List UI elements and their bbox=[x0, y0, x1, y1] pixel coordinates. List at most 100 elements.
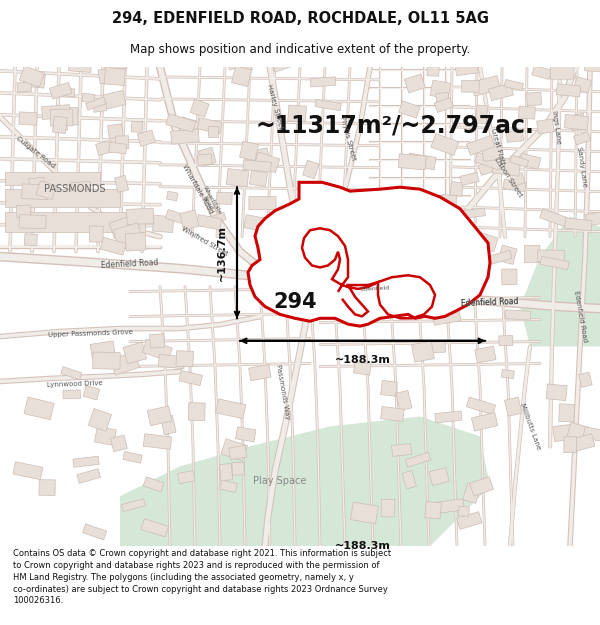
Polygon shape bbox=[109, 216, 134, 239]
Polygon shape bbox=[19, 66, 44, 87]
Polygon shape bbox=[232, 462, 244, 475]
Polygon shape bbox=[50, 109, 73, 126]
Polygon shape bbox=[166, 191, 178, 201]
Polygon shape bbox=[41, 104, 70, 119]
Text: Sandy Lane: Sandy Lane bbox=[576, 146, 588, 188]
Polygon shape bbox=[197, 154, 212, 166]
Polygon shape bbox=[221, 439, 247, 461]
Polygon shape bbox=[208, 126, 218, 138]
Polygon shape bbox=[24, 397, 54, 420]
Polygon shape bbox=[109, 142, 127, 154]
Polygon shape bbox=[546, 384, 567, 401]
Polygon shape bbox=[70, 181, 91, 191]
Polygon shape bbox=[89, 226, 103, 242]
Polygon shape bbox=[102, 91, 126, 109]
Polygon shape bbox=[482, 142, 503, 161]
Polygon shape bbox=[225, 49, 244, 70]
Polygon shape bbox=[110, 435, 127, 452]
Polygon shape bbox=[22, 184, 48, 199]
Polygon shape bbox=[232, 66, 252, 86]
Polygon shape bbox=[436, 499, 464, 514]
Polygon shape bbox=[82, 93, 95, 103]
Polygon shape bbox=[527, 92, 542, 106]
Polygon shape bbox=[406, 452, 431, 468]
Polygon shape bbox=[564, 437, 577, 452]
Polygon shape bbox=[100, 238, 126, 255]
Polygon shape bbox=[435, 198, 449, 215]
Polygon shape bbox=[239, 141, 259, 161]
Polygon shape bbox=[244, 214, 266, 231]
Polygon shape bbox=[550, 66, 574, 79]
Polygon shape bbox=[412, 341, 434, 362]
Polygon shape bbox=[229, 446, 247, 459]
Polygon shape bbox=[243, 160, 271, 172]
Polygon shape bbox=[121, 499, 145, 512]
Polygon shape bbox=[429, 468, 449, 486]
Polygon shape bbox=[254, 152, 280, 173]
Polygon shape bbox=[569, 434, 595, 452]
Polygon shape bbox=[215, 399, 246, 419]
Polygon shape bbox=[29, 177, 45, 189]
Polygon shape bbox=[115, 136, 129, 149]
Polygon shape bbox=[472, 231, 498, 252]
Polygon shape bbox=[178, 471, 195, 484]
Polygon shape bbox=[17, 82, 32, 92]
Polygon shape bbox=[53, 120, 67, 131]
Polygon shape bbox=[504, 79, 524, 91]
Text: PASSMONDS: PASSMONDS bbox=[44, 184, 106, 194]
Polygon shape bbox=[200, 213, 226, 227]
Polygon shape bbox=[407, 153, 436, 170]
Polygon shape bbox=[143, 434, 172, 449]
Polygon shape bbox=[88, 409, 112, 431]
Text: Millbutts Lane: Millbutts Lane bbox=[519, 402, 541, 451]
Polygon shape bbox=[564, 114, 589, 130]
Polygon shape bbox=[586, 210, 600, 226]
Polygon shape bbox=[141, 519, 169, 537]
Polygon shape bbox=[518, 106, 535, 119]
Polygon shape bbox=[461, 80, 479, 92]
Polygon shape bbox=[458, 506, 469, 516]
Text: Contains OS data © Crown copyright and database right 2021. This information is : Contains OS data © Crown copyright and d… bbox=[13, 549, 391, 606]
Text: Map shows position and indicative extent of the property.: Map shows position and indicative extent… bbox=[130, 43, 470, 56]
Polygon shape bbox=[98, 66, 123, 84]
Polygon shape bbox=[475, 105, 488, 124]
Polygon shape bbox=[198, 148, 216, 166]
Polygon shape bbox=[142, 339, 172, 361]
Polygon shape bbox=[248, 182, 490, 326]
Polygon shape bbox=[488, 83, 514, 101]
Polygon shape bbox=[350, 502, 379, 524]
Polygon shape bbox=[503, 179, 526, 192]
Text: ~188.3m: ~188.3m bbox=[335, 541, 391, 551]
Polygon shape bbox=[179, 371, 202, 386]
Polygon shape bbox=[396, 391, 412, 411]
Polygon shape bbox=[532, 66, 551, 79]
Text: Edenfield Road: Edenfield Road bbox=[572, 291, 587, 342]
Polygon shape bbox=[93, 102, 107, 112]
Polygon shape bbox=[17, 205, 31, 217]
Polygon shape bbox=[236, 427, 256, 442]
Polygon shape bbox=[113, 222, 142, 245]
Polygon shape bbox=[353, 362, 371, 375]
Polygon shape bbox=[509, 173, 525, 186]
Polygon shape bbox=[125, 232, 146, 251]
Polygon shape bbox=[271, 50, 299, 72]
Text: Phyllis Street: Phyllis Street bbox=[339, 116, 357, 162]
Polygon shape bbox=[77, 469, 101, 483]
Polygon shape bbox=[123, 451, 142, 463]
Polygon shape bbox=[90, 341, 115, 358]
Polygon shape bbox=[498, 245, 517, 264]
Polygon shape bbox=[147, 406, 172, 426]
Polygon shape bbox=[246, 148, 271, 169]
Polygon shape bbox=[442, 194, 457, 206]
Polygon shape bbox=[19, 112, 37, 125]
Polygon shape bbox=[179, 117, 200, 132]
Polygon shape bbox=[19, 214, 46, 229]
Polygon shape bbox=[457, 512, 482, 529]
Polygon shape bbox=[36, 181, 56, 200]
Polygon shape bbox=[472, 412, 498, 431]
Polygon shape bbox=[73, 456, 99, 468]
Polygon shape bbox=[302, 160, 319, 179]
Polygon shape bbox=[478, 158, 507, 176]
Polygon shape bbox=[392, 444, 412, 456]
Polygon shape bbox=[499, 336, 513, 346]
